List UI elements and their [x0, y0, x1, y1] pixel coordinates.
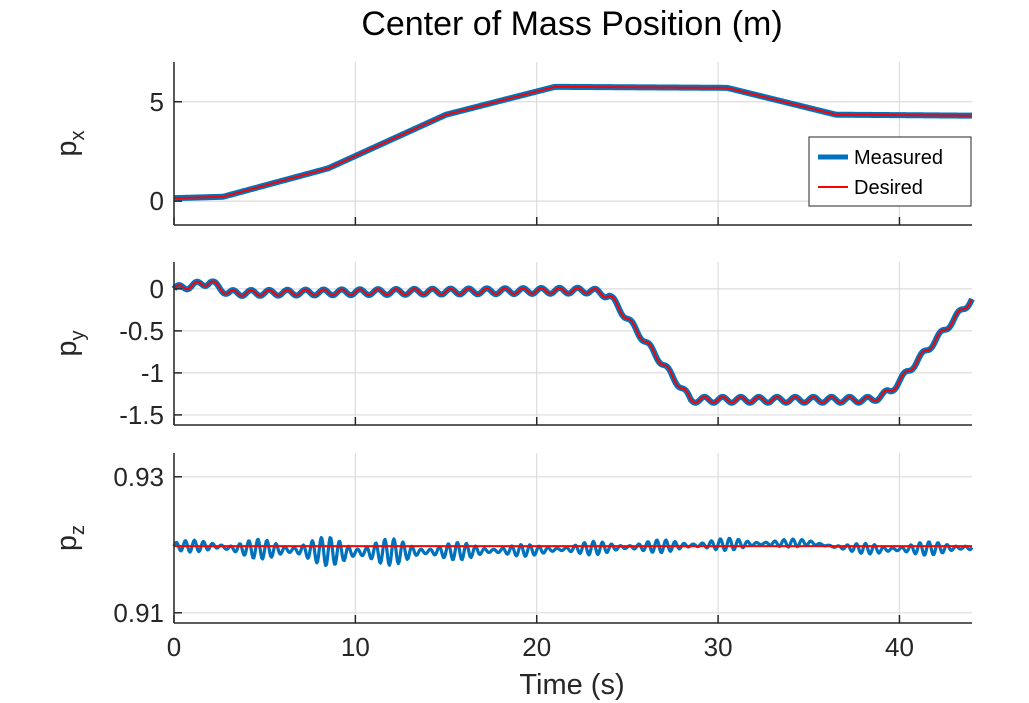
y-tick-label: -0.5: [119, 316, 164, 346]
y-axis-label: px: [51, 130, 89, 156]
y-axis-label-subscript: z: [67, 525, 89, 535]
chart-title: Center of Mass Position (m): [361, 5, 782, 43]
y-axis-label: py: [51, 330, 89, 356]
y-tick-label: -1.5: [119, 400, 164, 430]
y-tick-label: 0: [150, 274, 164, 304]
subplot-z: 0.91 0.93 pz 0 10 20 30 40: [51, 453, 974, 662]
y-tick-label: 0.91: [113, 598, 164, 628]
x-tick-label: 0: [167, 632, 181, 662]
legend: Measured Desired: [808, 136, 972, 207]
y-tick-label: 0.93: [113, 462, 164, 492]
series-line-measured: [171, 278, 975, 406]
y-axis-label-base: p: [51, 340, 83, 356]
y-axis-label-base: p: [51, 140, 83, 156]
y-axis-label: pz: [51, 525, 89, 551]
legend-measured-label: Measured: [854, 147, 943, 169]
subplot-x: 0 5 px: [51, 62, 975, 226]
y-tick-label: 5: [150, 87, 164, 117]
x-tick-label: 40: [885, 632, 914, 662]
series-line-desired: [173, 85, 973, 200]
y-axis-label-base: p: [51, 535, 83, 551]
x-tick-label: 20: [522, 632, 551, 662]
subplot-y: -1.5 -1 -0.5 0 py: [51, 262, 975, 430]
x-tick-label: 30: [704, 632, 733, 662]
y-axis-label-subscript: x: [67, 130, 89, 140]
legend-desired-label: Desired: [854, 177, 923, 199]
series-line-measured: [172, 535, 974, 567]
y-tick-label: -1: [141, 358, 164, 388]
y-axis-label-subscript: y: [67, 330, 89, 340]
series-line-desired: [173, 280, 973, 404]
x-axis-label: Time (s): [519, 669, 624, 701]
y-tick-label: 0: [150, 186, 164, 216]
legend-box: [808, 136, 972, 207]
x-tick-label: 10: [341, 632, 370, 662]
